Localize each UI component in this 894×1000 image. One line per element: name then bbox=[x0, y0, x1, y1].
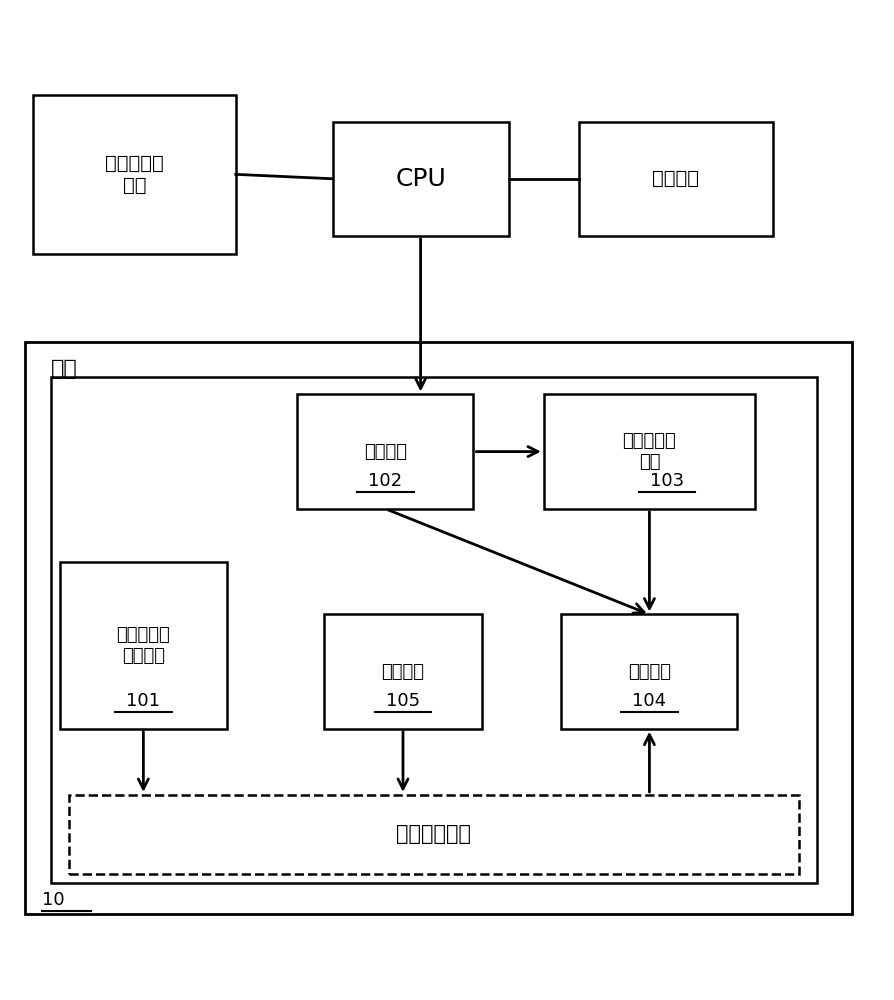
Text: 出接口确定
模块: 出接口确定 模块 bbox=[622, 432, 676, 471]
Text: 修改模块: 修改模块 bbox=[382, 663, 425, 681]
Text: 10: 10 bbox=[42, 891, 64, 909]
Text: 本地聚合组
加入模块: 本地聚合组 加入模块 bbox=[116, 626, 170, 665]
Text: 105: 105 bbox=[386, 692, 420, 710]
Text: 其他硬件: 其他硬件 bbox=[653, 169, 699, 188]
Bar bbox=[324, 614, 482, 729]
Text: 非易失性存
储器: 非易失性存 储器 bbox=[105, 154, 164, 195]
Bar bbox=[24, 342, 852, 914]
Bar bbox=[561, 614, 738, 729]
Bar bbox=[298, 394, 474, 509]
Text: 101: 101 bbox=[126, 692, 160, 710]
Bar bbox=[544, 394, 755, 509]
Bar bbox=[60, 562, 227, 729]
Bar bbox=[33, 95, 236, 254]
Text: 接收模块: 接收模块 bbox=[364, 443, 407, 461]
Bar bbox=[333, 122, 509, 236]
Text: 执行模块: 执行模块 bbox=[628, 663, 670, 681]
Bar bbox=[51, 377, 816, 883]
Text: CPU: CPU bbox=[395, 167, 446, 191]
Text: 内存: 内存 bbox=[51, 359, 78, 379]
Text: 103: 103 bbox=[650, 472, 684, 490]
Bar bbox=[579, 122, 772, 236]
Text: 104: 104 bbox=[632, 692, 667, 710]
Bar bbox=[69, 795, 799, 874]
Text: 聚合组信息表: 聚合组信息表 bbox=[396, 824, 471, 844]
Text: 102: 102 bbox=[368, 472, 402, 490]
